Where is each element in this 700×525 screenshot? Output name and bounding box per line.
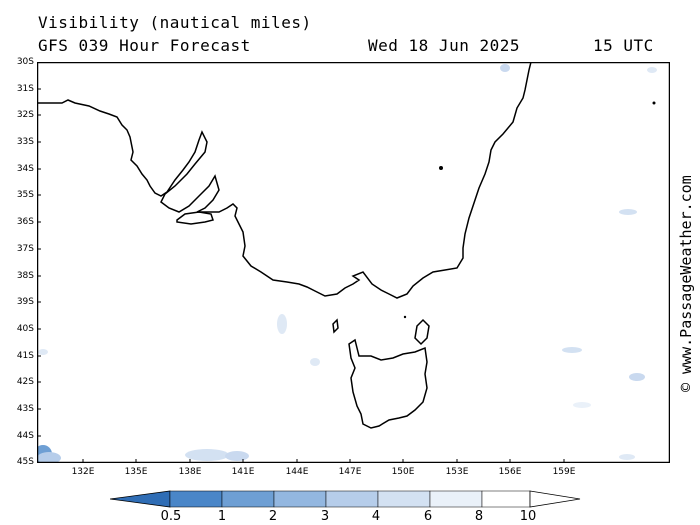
lon-label-159e: 159E [552,467,576,477]
australia-coastline [37,62,532,299]
credit-text: © www.PassageWeather.com [677,175,695,392]
king-island [332,318,339,334]
lon-label-138e: 138E [178,467,202,477]
lat-label-35s: 35S [16,190,34,200]
forecast-time: 15 UTC [593,36,654,55]
forecast-subtitle: GFS 039 Hour Forecast [38,36,251,55]
legend-swatch-7 [481,490,531,508]
map-title: Visibility (nautical miles) [38,13,312,32]
vis-patch-east1 [619,209,637,215]
lon-label-153e: 153E [445,467,469,477]
vis-patch-west-tas [277,314,287,334]
legend-colorbar [110,490,581,508]
visibility-map [37,62,670,463]
legend-arrow-high [529,490,581,508]
legend-swatch-3 [273,490,327,508]
lon-label-150e: 150E [391,467,415,477]
credit-watermark: © www.PassageWeather.com [677,175,695,392]
legend-swatch-6 [429,490,483,508]
vis-patch-w [38,349,48,355]
vis-patch-se2 [619,454,635,460]
lat-label-30s: 30S [16,57,34,67]
legend-label-0-5: 0.5 [160,509,182,524]
legend-label-10: 10 [519,509,537,524]
legend-label-4: 4 [371,509,381,524]
low-visibility-areas [37,64,657,463]
lat-label-40s: 40S [16,324,34,334]
legend-label-8: 8 [474,509,484,524]
tasmania-coastline [348,338,428,429]
lon-label-135e: 135E [124,467,148,477]
vis-patch-s1 [185,449,229,461]
vis-patch-s2 [225,451,249,461]
vis-patch-east2 [562,347,582,353]
lat-label-44s: 44S [16,431,34,441]
vis-patch-east3 [629,373,645,381]
lat-label-31s: 31S [16,84,34,94]
map-background [37,62,670,463]
lat-label-33s: 33S [16,137,34,147]
legend-swatch-2 [221,490,275,508]
map-frame [37,62,670,463]
lat-label-39s: 39S [16,297,34,307]
legend-swatch-4 [325,490,379,508]
legend-arrow-low [110,490,171,508]
vis-patch-bass [310,358,320,366]
lat-label-43s: 43S [16,404,34,414]
lord-howe-island [439,166,443,170]
lat-label-38s: 38S [16,271,34,281]
lon-label-141e: 141E [231,467,255,477]
lat-label-42s: 42S [16,377,34,387]
lat-label-45s: 45S [16,457,34,467]
vis-patch-north [500,64,510,72]
legend-label-6: 6 [423,509,433,524]
lat-label-34s: 34S [16,164,34,174]
lon-label-147e: 147E [338,467,362,477]
legend-swatch-1 [169,490,223,508]
vis-patch-sw-halo [37,452,61,463]
legend-label-2: 2 [268,509,278,524]
lat-label-36s: 36S [16,217,34,227]
lon-label-144e: 144E [285,467,309,477]
kangaroo-island [176,211,214,225]
offshore-islet [652,101,656,105]
vis-patch-ne [647,67,657,73]
vis-patch-se [573,402,591,408]
forecast-date: Wed 18 Jun 2025 [368,36,520,55]
flinders-island [414,318,430,346]
lon-label-132e: 132E [71,467,95,477]
lat-label-41s: 41S [16,351,34,361]
lat-label-32s: 32S [16,110,34,120]
lon-label-156e: 156E [498,467,522,477]
legend-swatch-5 [377,490,431,508]
legend-label-3: 3 [320,509,330,524]
legend-label-1: 1 [217,509,227,524]
bass-strait-islet [403,315,407,319]
lat-label-37s: 37S [16,244,34,254]
